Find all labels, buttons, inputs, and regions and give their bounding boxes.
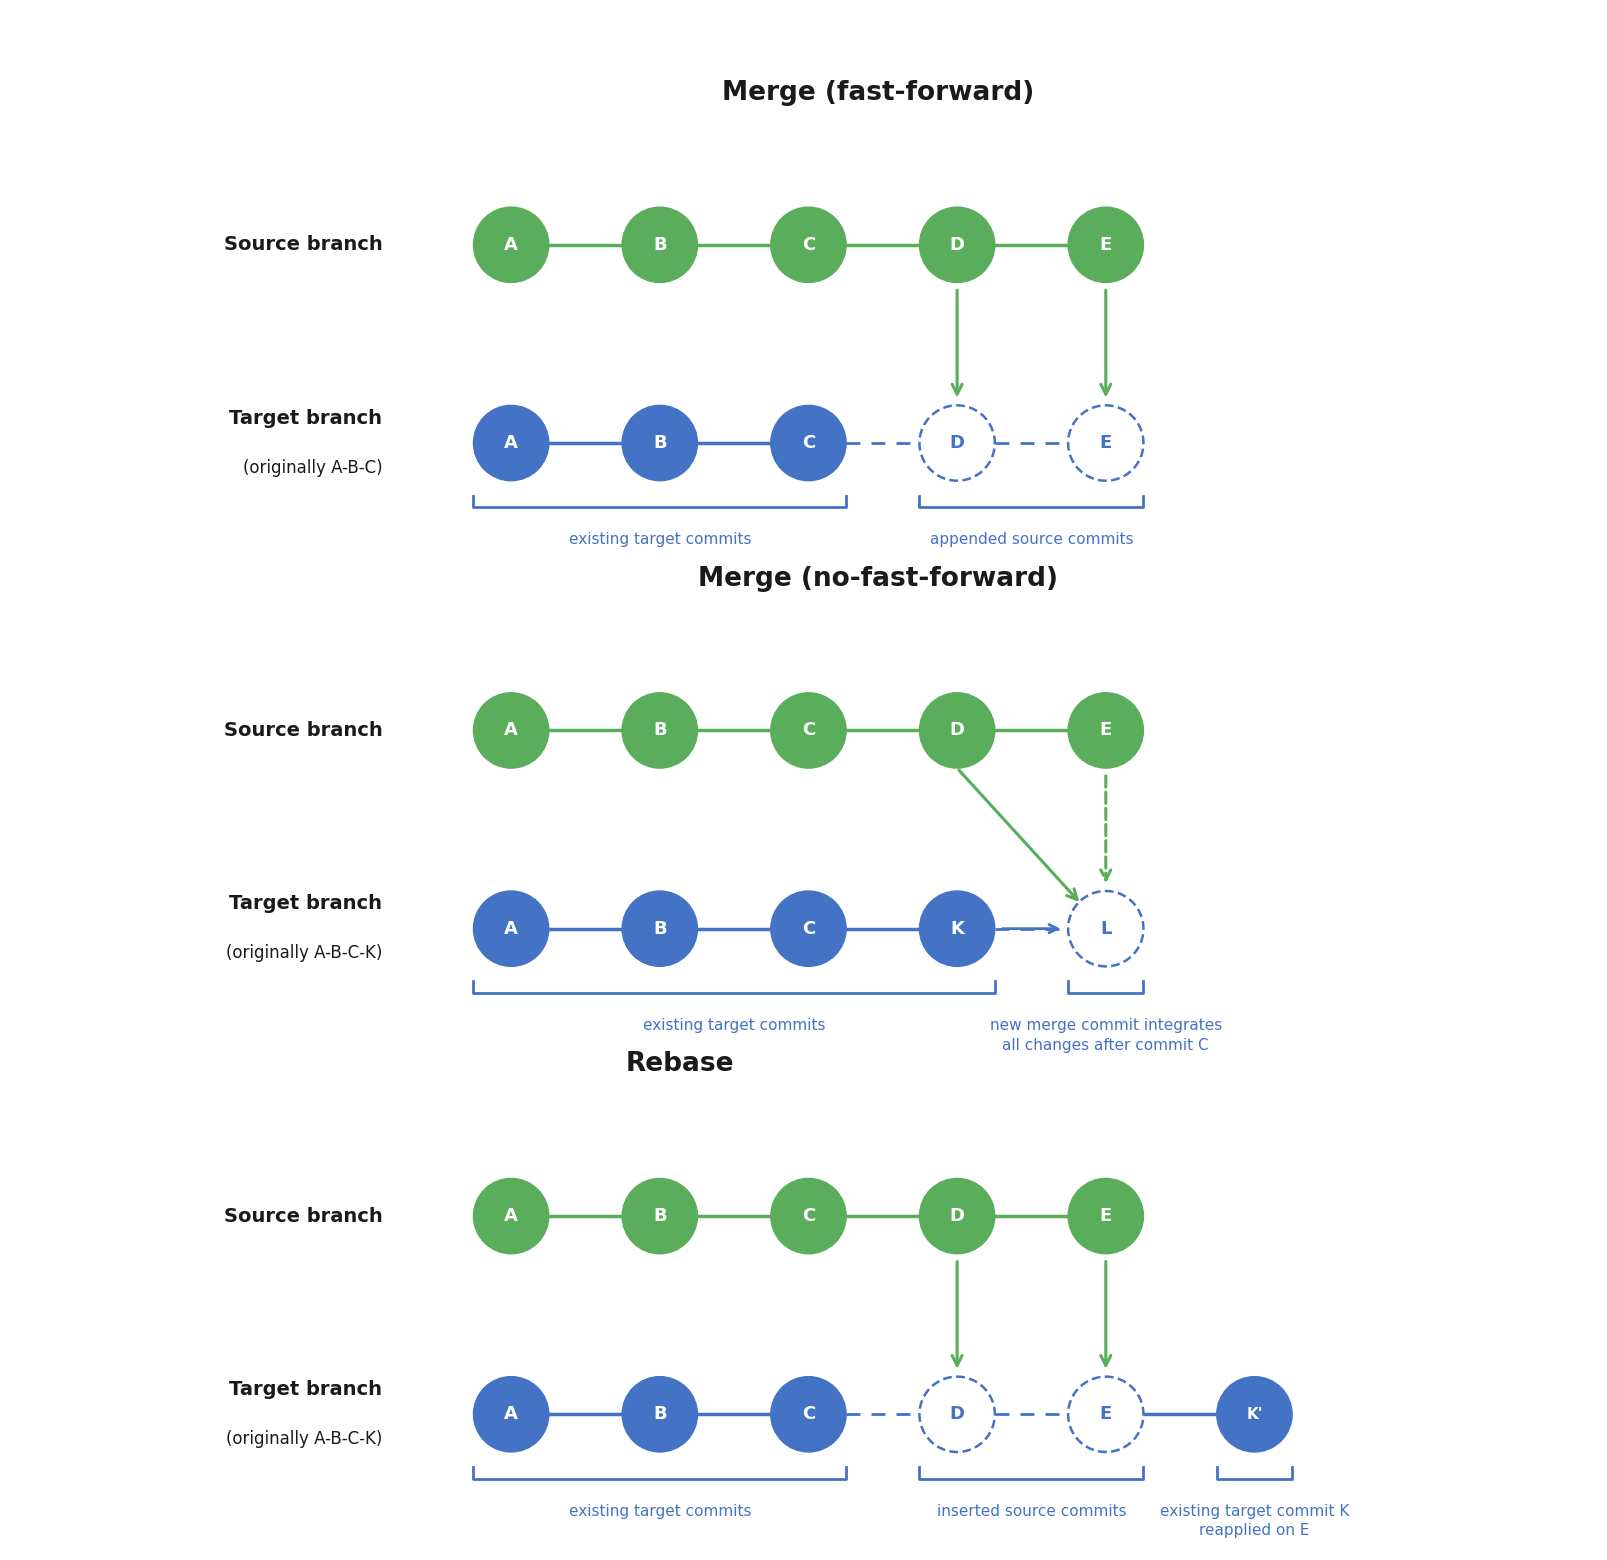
Text: E: E (1099, 434, 1112, 452)
Text: E: E (1099, 721, 1112, 739)
Text: existing target commits: existing target commits (569, 1504, 750, 1518)
Circle shape (919, 693, 995, 768)
Circle shape (474, 693, 548, 768)
Text: C: C (802, 434, 815, 452)
Circle shape (919, 406, 995, 480)
Text: Target branch: Target branch (230, 1381, 382, 1399)
Text: new merge commit integrates
all changes after commit C: new merge commit integrates all changes … (990, 1017, 1221, 1053)
Text: B: B (652, 721, 667, 739)
Text: existing target commits: existing target commits (643, 1017, 826, 1033)
Circle shape (622, 693, 697, 768)
Circle shape (1069, 1376, 1144, 1452)
Circle shape (474, 207, 548, 282)
Text: E: E (1099, 1207, 1112, 1225)
Text: D: D (950, 236, 964, 254)
Text: L: L (1101, 920, 1112, 938)
Text: C: C (802, 920, 815, 938)
Circle shape (622, 1376, 697, 1452)
Circle shape (919, 1178, 995, 1254)
Text: B: B (652, 1207, 667, 1225)
Text: (originally A-B-C-K): (originally A-B-C-K) (227, 944, 382, 963)
Text: A: A (505, 434, 517, 452)
Circle shape (622, 891, 697, 966)
Circle shape (771, 693, 847, 768)
Text: A: A (505, 1207, 517, 1225)
Text: inserted source commits: inserted source commits (937, 1504, 1127, 1518)
Text: appended source commits: appended source commits (929, 532, 1133, 548)
Text: Target branch: Target branch (230, 409, 382, 427)
Text: Source branch: Source branch (223, 721, 382, 739)
Text: existing target commits: existing target commits (569, 532, 750, 548)
Circle shape (622, 406, 697, 480)
Text: C: C (802, 236, 815, 254)
Text: B: B (652, 920, 667, 938)
Text: D: D (950, 1207, 964, 1225)
Text: E: E (1099, 1406, 1112, 1423)
Text: Merge (no-fast-forward): Merge (no-fast-forward) (697, 566, 1057, 591)
Text: K': K' (1245, 1407, 1263, 1421)
Circle shape (771, 1178, 847, 1254)
Text: A: A (505, 236, 517, 254)
Circle shape (919, 207, 995, 282)
Text: existing target commit K
reapplied on E: existing target commit K reapplied on E (1160, 1504, 1350, 1538)
Circle shape (919, 891, 995, 966)
Circle shape (1216, 1376, 1292, 1452)
Circle shape (771, 1376, 847, 1452)
Text: D: D (950, 721, 964, 739)
Circle shape (474, 891, 548, 966)
Circle shape (1069, 406, 1144, 480)
Circle shape (771, 406, 847, 480)
Circle shape (771, 207, 847, 282)
Text: A: A (505, 920, 517, 938)
Text: B: B (652, 1406, 667, 1423)
Text: Target branch: Target branch (230, 894, 382, 914)
Text: Source branch: Source branch (223, 236, 382, 254)
Circle shape (474, 1178, 548, 1254)
Text: (originally A-B-C): (originally A-B-C) (243, 459, 382, 477)
Text: A: A (505, 721, 517, 739)
Text: Source branch: Source branch (223, 1206, 382, 1226)
Circle shape (622, 1178, 697, 1254)
Circle shape (1069, 693, 1144, 768)
Text: B: B (652, 434, 667, 452)
Circle shape (622, 207, 697, 282)
Circle shape (1069, 207, 1144, 282)
Text: D: D (950, 434, 964, 452)
Text: Merge (fast-forward): Merge (fast-forward) (722, 80, 1033, 106)
Circle shape (1069, 891, 1144, 966)
Text: D: D (950, 1406, 964, 1423)
Text: A: A (505, 1406, 517, 1423)
Text: (originally A-B-C-K): (originally A-B-C-K) (227, 1431, 382, 1448)
Text: C: C (802, 721, 815, 739)
Circle shape (771, 891, 847, 966)
Circle shape (474, 1376, 548, 1452)
Text: B: B (652, 236, 667, 254)
Text: Rebase: Rebase (625, 1051, 734, 1078)
Text: C: C (802, 1207, 815, 1225)
Text: E: E (1099, 236, 1112, 254)
Text: C: C (802, 1406, 815, 1423)
Circle shape (919, 1376, 995, 1452)
Text: K: K (950, 920, 964, 938)
Circle shape (1069, 1178, 1144, 1254)
Circle shape (474, 406, 548, 480)
